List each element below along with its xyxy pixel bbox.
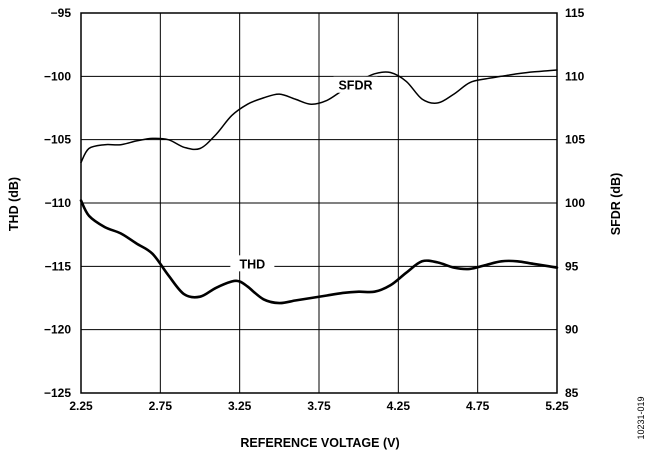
y-right-tick-label: 95	[565, 259, 579, 273]
series-lines	[79, 69, 559, 305]
series-labels: SFDR THD	[230, 76, 378, 272]
plot-frame	[80, 12, 558, 394]
y-right-tick-label: 105	[565, 133, 585, 147]
y-right-tick-label: 110	[565, 69, 585, 83]
x-tick-label: 5.25	[545, 399, 569, 413]
y-left-tick-label: −120	[44, 323, 71, 337]
x-tick-label: 3.75	[307, 399, 331, 413]
x-tick-label: 2.25	[69, 399, 93, 413]
y-left-tick-label: −95	[51, 6, 72, 20]
thd-label-background	[230, 255, 275, 272]
x-tick-label: 4.25	[387, 399, 411, 413]
y-left-axis-label: THD (dB)	[7, 177, 21, 231]
y-left-tick-label: −115	[45, 259, 72, 273]
x-axis-label: REFERENCE VOLTAGE (V)	[240, 436, 399, 450]
x-tick-label: 3.25	[228, 399, 252, 413]
y-left-tick-label: −110	[45, 196, 72, 210]
y-left-tick-label: −105	[44, 133, 71, 147]
x-tick-label: 4.75	[466, 399, 490, 413]
y-left-tick-labels: −95 −100 −105 −110 −115 −120 −125	[44, 6, 71, 400]
y-right-tick-label: 115	[565, 6, 585, 20]
figure-id: 10231-019	[636, 396, 646, 439]
y-right-axis-label: SFDR (dB)	[609, 173, 623, 236]
sfdr-label-background	[333, 76, 378, 93]
thd-series-line	[79, 199, 559, 305]
y-left-tick-label: −125	[44, 386, 71, 400]
sfdr-series-label: SFDR	[338, 79, 372, 93]
x-tick-labels: 2.25 2.75 3.25 3.75 4.25 4.75 5.25	[69, 399, 569, 413]
y-right-tick-label: 100	[565, 196, 585, 210]
grid	[81, 13, 557, 393]
y-right-tick-label: 85	[565, 386, 579, 400]
y-right-tick-label: 90	[565, 323, 579, 337]
x-tick-label: 2.75	[149, 399, 173, 413]
sfdr-series-line	[80, 69, 558, 164]
thd-series-label: THD	[240, 257, 266, 271]
y-left-tick-label: −100	[44, 69, 71, 83]
y-right-tick-labels: 115 110 105 100 95 90 85	[565, 6, 585, 400]
